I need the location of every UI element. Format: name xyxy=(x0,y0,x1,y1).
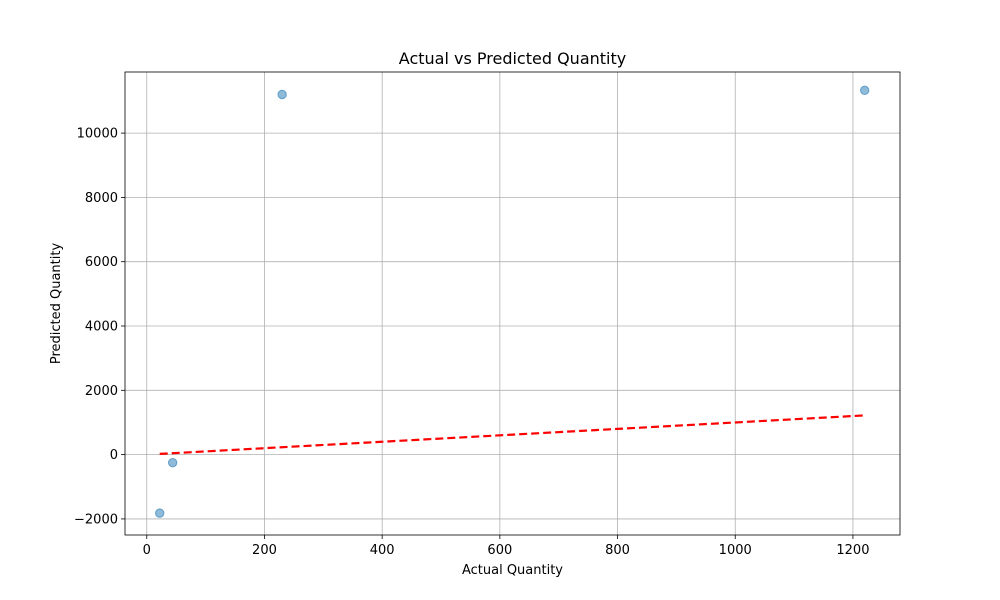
y-axis-label: Predicted Quantity xyxy=(49,243,64,365)
x-tick-label: 1200 xyxy=(836,543,869,558)
x-tick-label: 400 xyxy=(370,543,395,558)
y-tick-label: 2000 xyxy=(85,384,118,399)
scatter-point xyxy=(155,508,165,518)
y-tick-label: 6000 xyxy=(85,255,118,270)
chart-title: Actual vs Predicted Quantity xyxy=(399,49,626,68)
y-tick-label: 8000 xyxy=(85,191,118,206)
x-tick-label: 600 xyxy=(487,543,512,558)
plot-area xyxy=(155,85,870,518)
x-tick-label: 200 xyxy=(252,543,277,558)
x-tick-label: 1000 xyxy=(719,543,752,558)
axes-frame xyxy=(124,71,901,536)
y-tick-label: 4000 xyxy=(85,320,118,335)
x-tick-label: 0 xyxy=(143,543,151,558)
grid xyxy=(125,72,900,535)
scatter-point xyxy=(277,89,287,100)
axis-ticks: 0 200 400 600 800 1000 1200 −2000 0 2000 4000 6000 8… xyxy=(74,127,869,558)
y-tick-label: 0 xyxy=(110,448,118,463)
y-tick-label: 10000 xyxy=(77,127,118,142)
reference-line xyxy=(159,414,865,456)
scatter-point xyxy=(167,457,178,468)
x-tick-label: 800 xyxy=(605,543,630,558)
scatter-point xyxy=(859,85,870,96)
x-axis-label: Actual Quantity xyxy=(462,563,563,578)
y-tick-label: −2000 xyxy=(74,512,118,527)
